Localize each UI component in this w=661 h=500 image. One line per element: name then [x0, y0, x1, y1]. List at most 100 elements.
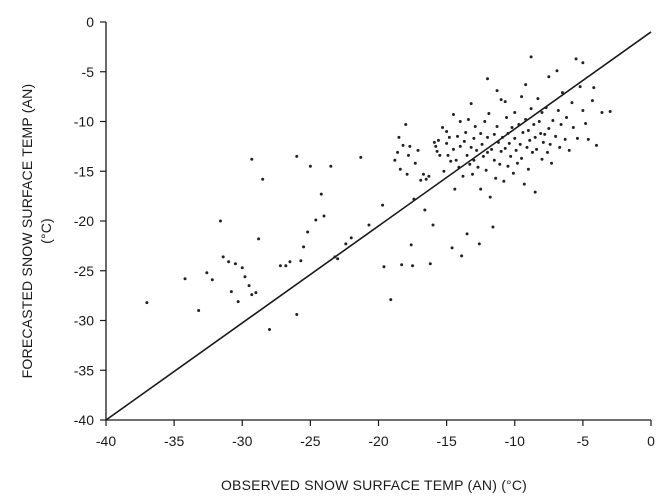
data-point [563, 137, 567, 141]
data-point [250, 293, 254, 297]
data-point [438, 153, 442, 157]
data-point [400, 263, 404, 267]
data-point [336, 257, 340, 261]
data-point [510, 125, 514, 129]
data-point [475, 148, 479, 152]
data-point [544, 106, 548, 110]
y-axis-label-line2: (°C) [38, 218, 54, 244]
data-point [218, 219, 222, 223]
data-point [359, 155, 363, 159]
data-point [479, 187, 483, 191]
data-point [471, 172, 475, 176]
data-point [539, 131, 543, 135]
x-tick-label: -25 [300, 433, 320, 449]
data-point [578, 85, 582, 89]
data-point [520, 95, 524, 99]
x-tick-label: -10 [505, 433, 525, 449]
data-point [548, 142, 552, 146]
y-tick-label: -30 [74, 313, 94, 329]
data-point [565, 116, 569, 120]
data-point [479, 131, 483, 135]
data-point [492, 132, 496, 136]
data-point [495, 89, 499, 93]
data-point [250, 157, 254, 161]
data-point [233, 262, 237, 266]
data-point [518, 142, 522, 146]
data-point [389, 298, 393, 302]
data-point [473, 124, 477, 128]
data-point [458, 120, 462, 123]
data-point [306, 230, 310, 234]
data-point [288, 260, 292, 264]
data-point [329, 164, 333, 168]
data-point [412, 197, 416, 201]
y-axis-label: FORECASTED SNOW SURFACE TEMP (AN) (°C) [19, 84, 54, 379]
data-point [229, 290, 233, 294]
data-point [503, 146, 507, 150]
data-point [590, 99, 594, 103]
data-point [333, 255, 337, 259]
data-point [495, 124, 499, 128]
data-point [480, 142, 484, 146]
data-point [367, 223, 371, 227]
data-point [465, 232, 469, 236]
data-point [421, 172, 425, 176]
data-point [458, 144, 462, 148]
data-point [498, 162, 502, 166]
data-point [441, 125, 445, 129]
y-axis-label-line1: FORECASTED SNOW SURFACE TEMP (AN) [19, 84, 35, 379]
data-point [520, 156, 524, 160]
data-point [413, 161, 417, 165]
data-point [460, 254, 464, 258]
data-point [396, 150, 400, 154]
data-point [221, 255, 225, 259]
data-point [524, 118, 528, 122]
data-point [484, 168, 488, 172]
data-point [533, 135, 537, 139]
y-tick-label: -20 [74, 213, 94, 229]
x-tick-label: -40 [96, 433, 116, 449]
data-point [314, 218, 318, 222]
data-point [483, 120, 487, 123]
data-point [322, 214, 326, 218]
data-point [608, 110, 612, 114]
data-point [446, 153, 450, 157]
data-point [526, 167, 530, 171]
data-point [295, 313, 299, 317]
data-point [308, 164, 312, 168]
data-point [411, 264, 415, 268]
data-points [145, 55, 612, 331]
data-point [486, 135, 489, 139]
data-point [477, 242, 481, 246]
data-point [567, 148, 571, 152]
y-tick-label: -10 [74, 114, 94, 130]
data-point [529, 55, 533, 59]
data-point [574, 57, 578, 61]
data-point [486, 77, 489, 81]
data-point [450, 246, 454, 250]
y-tick-label: -40 [74, 412, 94, 428]
data-point [492, 158, 496, 162]
data-point [398, 167, 402, 171]
data-point [243, 275, 247, 279]
x-tick-label: -30 [232, 433, 252, 449]
y-tick-label: -5 [82, 64, 95, 80]
x-tick-label: -5 [577, 433, 590, 449]
x-axis-ticks: -40 -35 -30 -25 -20 -15 -10 -5 0 [96, 420, 655, 449]
data-point [442, 169, 446, 173]
x-tick-label: -20 [368, 433, 388, 449]
data-point [416, 148, 420, 152]
data-point [530, 150, 534, 154]
data-point [509, 154, 513, 158]
data-point [468, 162, 472, 166]
data-point [513, 136, 517, 140]
data-point [581, 61, 585, 65]
data-point [491, 225, 495, 229]
data-point [556, 109, 560, 113]
data-point [382, 265, 386, 269]
data-point [183, 277, 187, 281]
data-point [490, 147, 494, 151]
data-point [397, 135, 401, 139]
y-tick-label: -25 [74, 263, 94, 279]
data-point [408, 144, 412, 148]
